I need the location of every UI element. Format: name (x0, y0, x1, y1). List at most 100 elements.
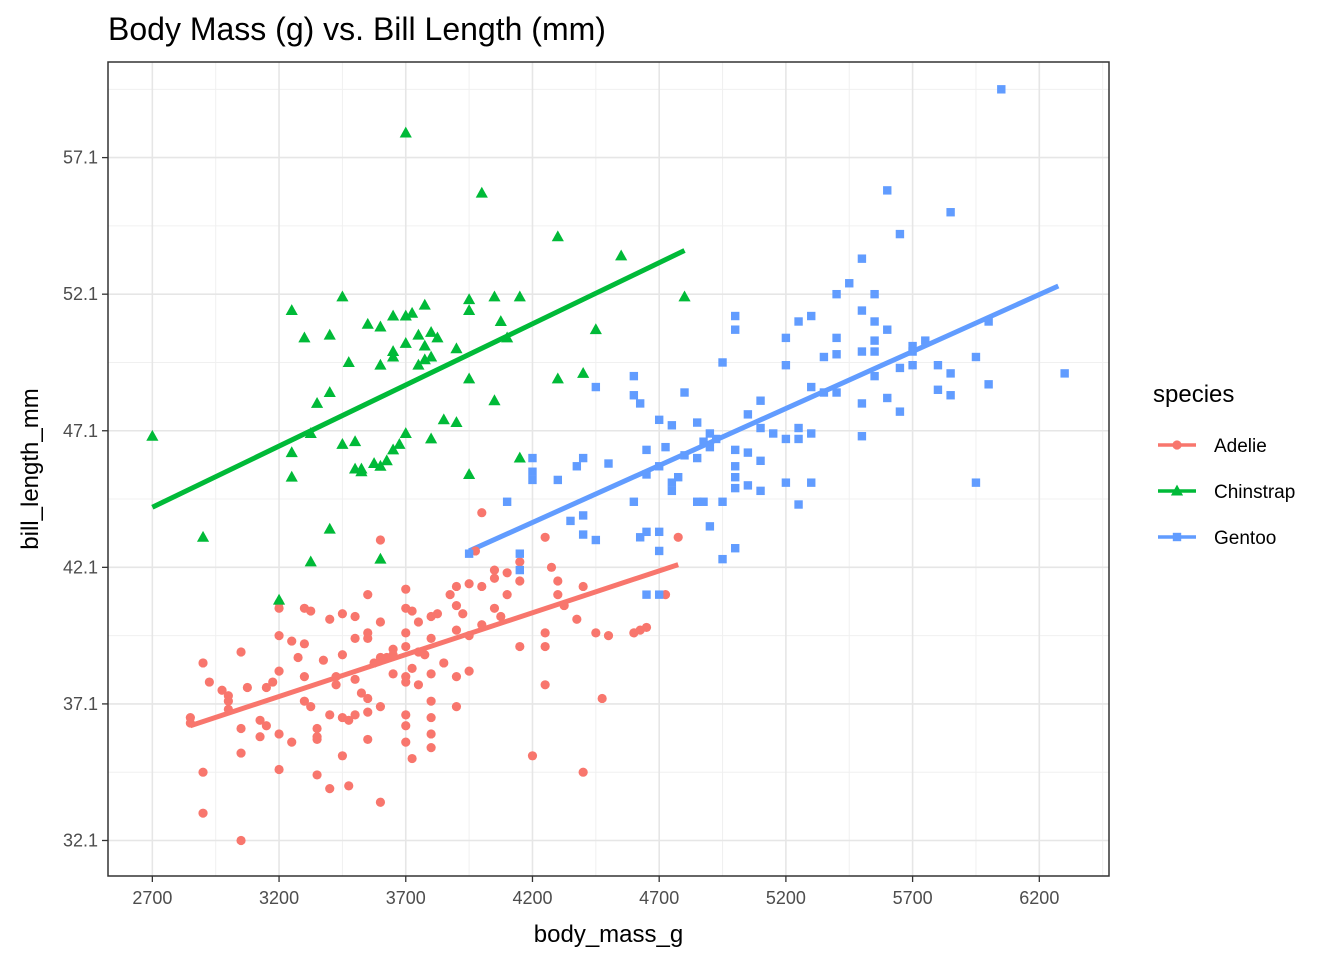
gentoo-point (807, 382, 816, 392)
adelie-point (223, 691, 233, 701)
gentoo-point (705, 522, 715, 531)
adelie-point (401, 641, 411, 652)
adelie-point (236, 723, 246, 734)
adelie-point (578, 581, 588, 592)
chinstrap-point (418, 298, 431, 310)
adelie-point (489, 565, 500, 575)
adelie-point (363, 707, 373, 717)
chinstrap-point (463, 304, 476, 316)
gentoo-point (654, 546, 664, 556)
chinstrap-point (196, 530, 210, 542)
adelie-point (451, 671, 462, 682)
gentoo-point (781, 478, 791, 487)
chinstrap-point (418, 339, 431, 351)
gentoo-point (1060, 369, 1069, 378)
gentoo-point (870, 289, 879, 299)
adelie-point (591, 628, 601, 638)
legend-label-chinstrap: Chinstrap (1214, 482, 1295, 503)
chinstrap-point (577, 366, 590, 378)
gentoo-point (756, 486, 765, 496)
chinstrap-point (374, 459, 387, 471)
gentoo-point (857, 347, 867, 356)
adelie-point (496, 611, 506, 622)
adelie-point (261, 721, 271, 731)
series-adelie (185, 508, 683, 846)
adelie-point (388, 650, 398, 660)
y-tick-label: 37.1 (63, 694, 98, 714)
gentoo-point (528, 467, 537, 476)
adelie-point (451, 702, 462, 712)
series-chinstrap (146, 126, 691, 605)
gentoo-point (731, 325, 740, 334)
adelie-point (401, 710, 411, 720)
adelie-point (312, 770, 322, 780)
gentoo-point (870, 317, 879, 326)
adelie-point (464, 666, 474, 676)
adelie-point (489, 603, 500, 613)
adelie-point (363, 590, 373, 600)
adelie-point (356, 688, 367, 698)
adelie-point (185, 718, 195, 728)
adelie-point (299, 671, 309, 682)
chinstrap-point (431, 331, 444, 343)
adelie-point (540, 680, 550, 690)
gentoo-point (515, 549, 525, 558)
adelie-point (540, 532, 550, 542)
chinstrap-point (678, 290, 691, 302)
gentoo-point (794, 434, 803, 444)
gentoo-point (857, 432, 867, 441)
adelie-point (198, 767, 208, 777)
gentoo-point (731, 483, 740, 493)
adelie-point (445, 590, 455, 600)
adelie-point (344, 781, 354, 791)
adelie-point (578, 767, 588, 777)
gentoo-point (578, 453, 588, 463)
adelie-point (312, 734, 322, 745)
adelie-point (603, 631, 614, 641)
gentoo-point (553, 475, 563, 485)
gentoo-point (692, 497, 702, 506)
regression-lines (151, 248, 1060, 729)
gentoo-point (635, 533, 645, 542)
chinstrap-point (310, 397, 324, 408)
chinstrap-point (387, 443, 400, 455)
adelie-point (641, 622, 652, 633)
chinstrap-point (361, 317, 374, 329)
x-tick-label: 3700 (386, 888, 426, 908)
chinstrap-point (475, 186, 488, 198)
adelie-point (306, 606, 316, 616)
gentoo-point (566, 516, 575, 526)
adelie-point (426, 669, 436, 679)
gentoo-point (743, 448, 753, 457)
adelie-point (337, 609, 348, 619)
gentoo-point (712, 434, 721, 444)
adelie-point (306, 702, 316, 712)
chinstrap-point (463, 372, 476, 384)
gentoo-point (984, 380, 993, 389)
adelie-point (401, 584, 411, 594)
adelie-point (236, 748, 246, 758)
gentoo-point (883, 393, 892, 403)
adelie-point (432, 609, 443, 619)
chinstrap-point (406, 306, 419, 318)
adelie-point (477, 581, 487, 592)
adelie-point (375, 617, 386, 627)
adelie-point (515, 641, 525, 652)
chinstrap-point (393, 438, 406, 449)
adelie-point (287, 737, 297, 747)
chinstrap-point (387, 350, 400, 362)
adelie-point (350, 710, 360, 720)
adelie-point (198, 658, 208, 668)
gentoo-point (673, 472, 683, 482)
chinstrap-point (551, 230, 564, 242)
gentoo-point (642, 470, 651, 479)
adelie-point (401, 628, 411, 638)
chinstrap-point (450, 416, 463, 428)
gentoo-point (832, 388, 841, 397)
chinstrap-point (399, 126, 412, 138)
gentoo-point (464, 549, 474, 558)
adelie-point (299, 639, 309, 649)
chinstrap-fit-line (151, 248, 686, 510)
chinstrap-point (298, 331, 311, 343)
chinstrap-point (323, 386, 336, 397)
